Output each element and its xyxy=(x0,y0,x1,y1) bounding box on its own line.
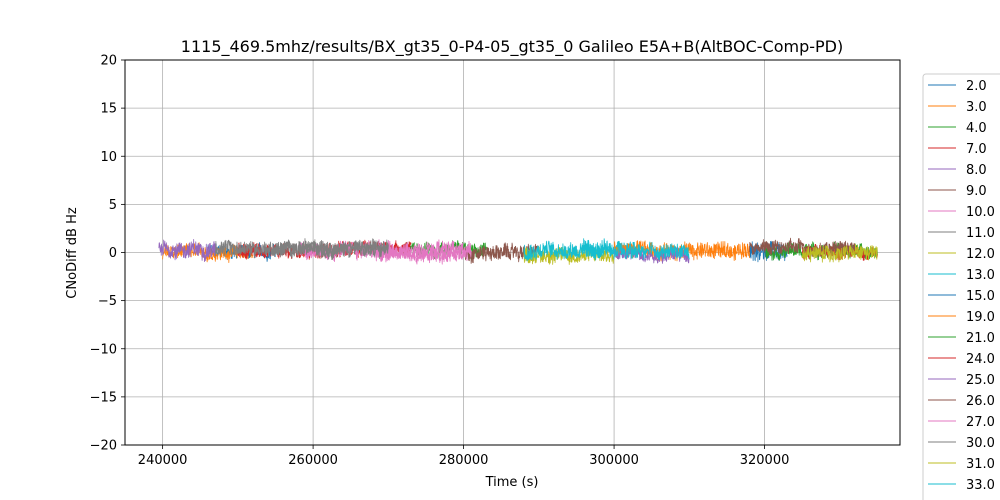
x-axis-label: Time (s) xyxy=(485,475,539,490)
legend: 2.0 3.0 4.0 7.0 8.0 9.0 10.0 11.0 12.0 13.0 15.0 19… xyxy=(922,73,1000,500)
y-tick-label: 5 xyxy=(109,198,117,213)
y-axis-label: CNoDiff dB Hz xyxy=(65,207,80,299)
y-tick-label: −20 xyxy=(90,439,117,454)
series-line-27-0 xyxy=(372,247,464,265)
legend-label: 33.0 xyxy=(966,478,995,493)
legend-label: 2.0 xyxy=(966,79,987,94)
y-tick-label: 0 xyxy=(109,246,117,261)
legend-label: 4.0 xyxy=(966,121,987,136)
x-tick-label: 240000 xyxy=(138,453,188,468)
y-tick-label: 15 xyxy=(100,102,117,117)
chart-title: 1115_469.5mhz/results/BX_gt35_0-P4-05_gt… xyxy=(181,37,843,57)
x-tick-label: 280000 xyxy=(439,453,489,468)
x-tick-label: 300000 xyxy=(589,453,639,468)
y-tick-label: 20 xyxy=(100,54,117,69)
legend-label: 25.0 xyxy=(966,373,995,388)
legend-label: 3.0 xyxy=(966,100,987,115)
y-tick-label: −10 xyxy=(90,342,117,357)
x-tick-label: 320000 xyxy=(740,453,790,468)
legend-label: 12.0 xyxy=(966,247,995,262)
series-lines xyxy=(158,237,878,265)
legend-label: 8.0 xyxy=(966,163,987,178)
series-line-30-0 xyxy=(275,239,389,260)
x-tick-label: 260000 xyxy=(288,453,338,468)
legend-label: 11.0 xyxy=(966,226,995,241)
legend-label: 15.0 xyxy=(966,289,995,304)
x-ticks: 240000 260000 280000 300000 320000 xyxy=(138,445,790,468)
legend-label: 24.0 xyxy=(966,352,995,367)
series-line-33-0 xyxy=(583,240,690,261)
y-ticks: −20 −15 −10 −5 0 5 10 15 20 xyxy=(90,54,125,454)
legend-label: 13.0 xyxy=(966,268,995,283)
legend-label: 31.0 xyxy=(966,457,995,472)
legend-label: 10.0 xyxy=(966,205,995,220)
y-tick-label: 10 xyxy=(100,150,117,165)
series-line-8-0 xyxy=(158,239,216,263)
legend-label: 30.0 xyxy=(966,436,995,451)
y-tick-label: −5 xyxy=(98,294,117,309)
legend-label: 19.0 xyxy=(966,310,995,325)
legend-label: 27.0 xyxy=(966,415,995,430)
series-line-31-0 xyxy=(801,244,878,263)
legend-box xyxy=(922,73,1000,500)
legend-label: 21.0 xyxy=(966,331,995,346)
legend-label: 7.0 xyxy=(966,142,987,157)
legend-label: 9.0 xyxy=(966,184,987,199)
legend-label: 26.0 xyxy=(966,394,995,409)
y-tick-label: −15 xyxy=(90,390,117,405)
